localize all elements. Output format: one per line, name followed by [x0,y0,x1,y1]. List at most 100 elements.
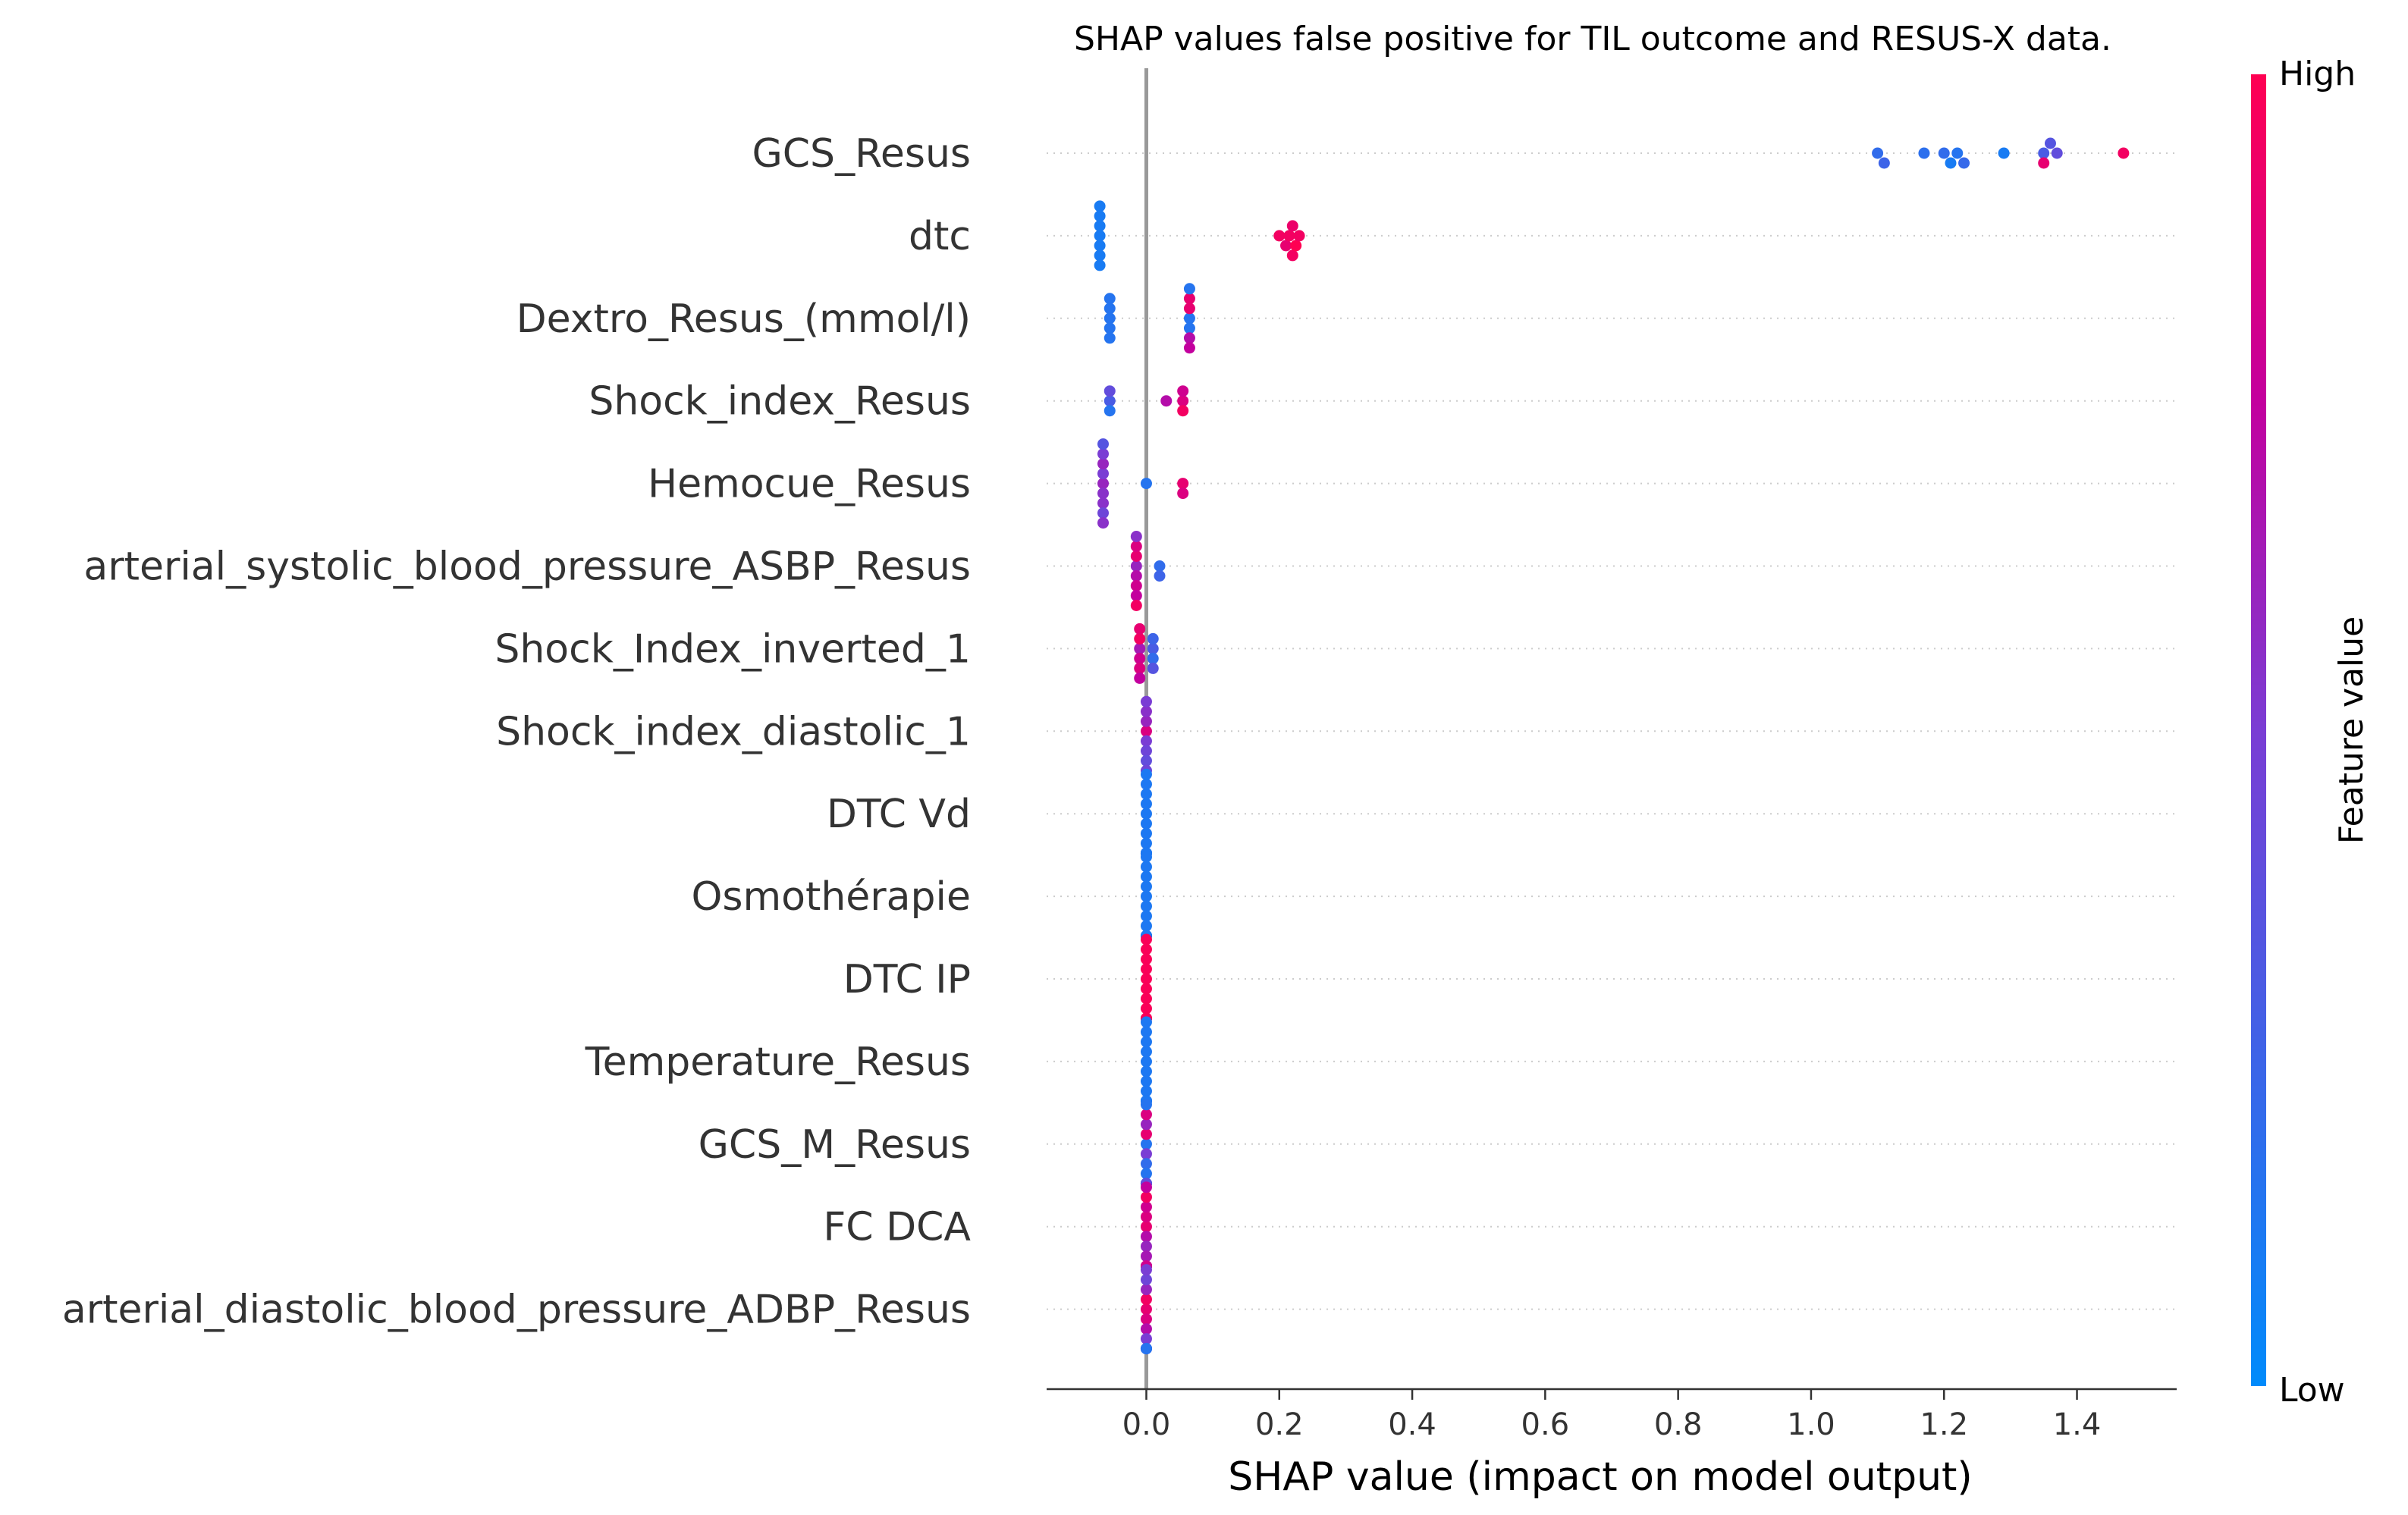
data-point [1140,983,1152,995]
data-point [1286,220,1298,232]
colorbar: High Low Feature value [2251,55,2371,1410]
data-point [1140,1294,1152,1306]
data-point [1183,303,1195,315]
data-point [1140,735,1152,747]
data-point [1140,1343,1152,1355]
feature-label: Shock_index_Resus [589,379,971,425]
data-point [1140,1055,1152,1068]
data-point [1140,870,1152,883]
data-point [1160,395,1173,407]
data-point [1094,259,1106,271]
data-point [1183,293,1195,305]
colorbar-low-label: Low [2279,1371,2345,1410]
data-point [1130,580,1142,591]
data-point [1140,1284,1152,1296]
data-point [1134,623,1146,635]
data-point [1140,1168,1152,1180]
data-point [1177,395,1189,407]
data-point [1140,754,1152,767]
data-point [1140,993,1152,1005]
data-point [1140,1099,1152,1111]
data-point [1097,497,1109,510]
data-point [1097,488,1109,500]
x-tick-label: 1.4 [2053,1407,2102,1442]
data-point [1094,249,1106,262]
feature-label: Shock_index_diastolic_1 [496,709,971,754]
data-point [1140,1250,1152,1262]
x-tick-label: 0.6 [1521,1407,1570,1442]
feature-label: Shock_Index_inverted_1 [494,626,971,672]
data-point [1140,1065,1152,1077]
data-point [1134,632,1146,645]
data-point [1134,662,1146,674]
data-point [1094,230,1106,242]
x-tick-label: 0.0 [1122,1407,1171,1442]
data-point [1290,240,1302,252]
x-tick-label: 1.2 [1920,1407,1968,1442]
data-point [1140,1026,1152,1038]
data-point [1130,570,1142,582]
data-point [1140,1075,1152,1087]
data-point [1177,478,1189,490]
data-point [1140,1016,1152,1028]
data-point [1130,560,1142,572]
data-point [1140,788,1152,800]
data-point [1140,1181,1152,1193]
data-point [1140,798,1152,810]
data-point [1140,1201,1152,1213]
data-point [1140,1241,1152,1253]
data-point [1130,531,1142,542]
data-point [1097,517,1109,529]
data-point [1280,240,1292,252]
data-point [1104,322,1116,334]
data-point [1140,1221,1152,1233]
data-point [1140,725,1152,737]
data-point [1104,395,1116,407]
data-points [1094,137,2130,1355]
chart-title: SHAP values false positive for TIL outco… [1074,20,2111,58]
data-point [1097,438,1109,450]
data-point [1140,1148,1152,1160]
data-point [1154,570,1166,582]
data-point [1140,1303,1152,1316]
data-point [1140,715,1152,727]
data-point [1998,147,2010,159]
x-axis-ticks: 0.0 0.2 0.4 0.6 0.8 1.0 1.2 1.4 [1122,1389,2102,1442]
data-point [1140,910,1152,922]
data-point [1140,1109,1152,1121]
feature-label: dtc [909,214,971,259]
data-point [1140,778,1152,790]
data-point [1140,1274,1152,1286]
feature-label: GCS_M_Resus [699,1122,971,1168]
data-point [1286,249,1298,262]
data-point [1104,332,1116,344]
x-tick-label: 0.2 [1255,1407,1304,1442]
data-point [1140,900,1152,912]
data-point [1094,220,1106,232]
data-point [1104,293,1116,305]
data-point [1177,488,1189,500]
data-point [1104,385,1116,397]
data-point [1140,705,1152,717]
colorbar-gradient [2251,74,2266,1386]
feature-label: GCS_Resus [752,131,971,177]
data-point [1130,590,1142,601]
data-point [1140,808,1152,820]
data-point [1104,405,1116,417]
colorbar-title: Feature value [2332,616,2371,844]
data-point [2118,147,2130,159]
data-point [1183,342,1195,354]
data-point [2038,157,2050,169]
data-point [1945,157,1957,169]
data-point [1140,943,1152,955]
data-point [1140,1118,1152,1131]
feature-label: Osmothérapie [691,874,971,920]
data-point [1140,1138,1152,1150]
data-point [1140,973,1152,985]
data-point [1140,768,1152,780]
data-point [1147,662,1159,674]
x-tick-label: 1.0 [1787,1407,1835,1442]
data-point [1177,405,1189,417]
